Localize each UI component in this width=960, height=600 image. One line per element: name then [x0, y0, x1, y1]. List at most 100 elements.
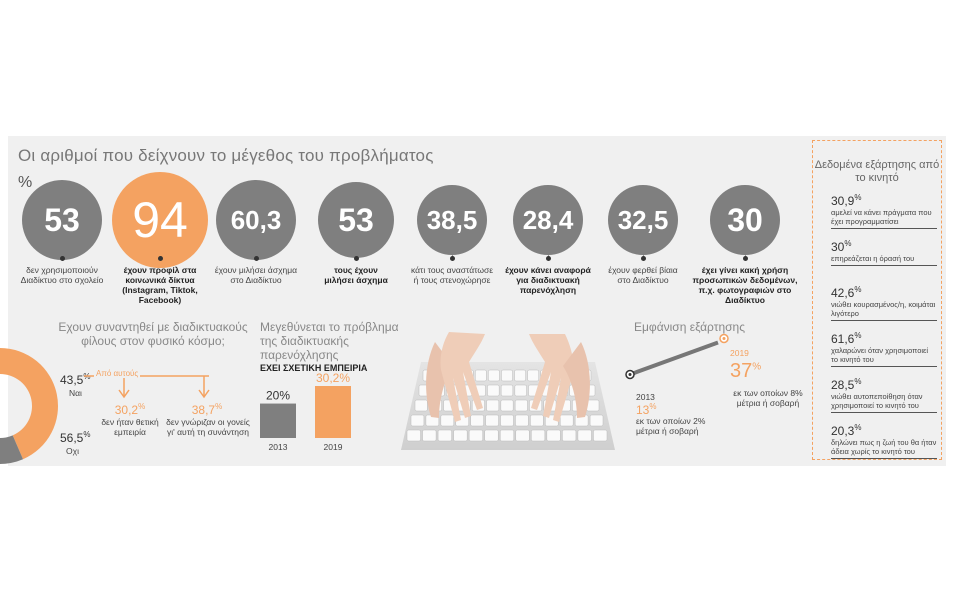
- pie-sub-2: 38,7%: [191, 402, 223, 417]
- sidebar-stat-value: 30%: [831, 239, 852, 254]
- keyboard-key: [475, 369, 487, 382]
- sidebar-stat-label: νιώθει κουρασμένος/η, κοιμάται λιγότερο: [831, 300, 937, 321]
- pie-yes-label: Ναι: [69, 388, 82, 398]
- bubble-label: δεν χρησιμοποιούν Διαδίκτυο στο σχολείο: [20, 265, 104, 285]
- bubble-dot: [157, 256, 163, 261]
- keyboard-key: [546, 429, 561, 442]
- trend-point-center: [628, 373, 632, 376]
- keyboard-key: [593, 429, 608, 442]
- keyboard-key: [530, 414, 544, 427]
- pie-no-label: Οχι: [66, 446, 79, 456]
- bubble-label: έχει γίνει κακή χρήση προσωπικών δεδομέν…: [692, 265, 798, 305]
- bar-chart: 20% 2013 30,2% 2019: [260, 372, 351, 452]
- bubble-dot: [545, 256, 551, 261]
- keyboard-key: [440, 414, 455, 427]
- keyboard-key: [514, 384, 527, 397]
- sidebar-stat: 42,6% νιώθει κουρασμένος/η, κοιμάται λιγό…: [831, 285, 937, 321]
- percent-symbol: %: [18, 174, 33, 191]
- keyboard-key: [514, 399, 528, 412]
- pie-title: Εχουν συναντηθεί με διαδικτυακούς φίλους…: [58, 320, 248, 348]
- keyboard-key: [562, 429, 577, 442]
- sidebar-stat-value: 42,6%: [831, 285, 862, 300]
- bar-value-label: 20%: [266, 389, 290, 403]
- sidebar-stat-value: 28,5%: [831, 377, 862, 392]
- keyboard-key: [468, 429, 483, 442]
- sidebar-stat-label: χαλαρώνει όταν χρησιμοποιεί το κινητό το…: [831, 346, 937, 367]
- bubble-label: έχουν κάνει αναφορά για διαδικτυακή παρε…: [505, 265, 591, 295]
- pie-slice: [0, 348, 59, 460]
- keyboard-key: [487, 384, 500, 397]
- keyboard-key: [406, 429, 421, 442]
- sidebar-stat: 30,9% αμελεί να κάνει πράγματα που έχει π…: [831, 193, 937, 229]
- bubble-label: έχουν φερθεί βίαια στο Διαδίκτυο: [608, 265, 678, 285]
- keyboard-key: [589, 414, 604, 427]
- sidebar-stat-label: αμελεί να κάνει πράγματα που έχει προγρα…: [831, 208, 937, 229]
- phone-dependence-sidebar: Δεδομένα εξάρτησης από το κινητό 30,9% αμ…: [812, 140, 942, 460]
- sidebar-title: Δεδομένα εξάρτησης από το κινητό: [814, 159, 940, 184]
- bar-category-label: 2013: [269, 442, 288, 452]
- bar-subtitle: ΕΧΕΙ ΣΧΕΤΙΚΗ ΕΜΠΕΙΡΙΑ: [260, 363, 368, 373]
- sidebar-stat-value: 61,6%: [831, 331, 862, 346]
- sidebar-stat-label: δηλώνει πως η ζωή του θα ήταν άδεια χωρί…: [831, 438, 937, 459]
- pie-sub-1-label: δεν ήταν θετική εμπειρία: [101, 417, 159, 437]
- sidebar-stat-label: νιώθει αυτοπεποίθηση όταν χρησιμοποιεί τ…: [831, 392, 937, 413]
- bar-title: Μεγεθύνεται το πρόβλημα της διαδικτυακής…: [260, 320, 399, 362]
- pie-sub-1: 30,2%: [114, 402, 146, 417]
- line-note-2019: εκ των οποίων 8% μέτρια ή σοβαρή: [733, 388, 803, 408]
- keyboard-key: [515, 414, 529, 427]
- sidebar-stat: 30% επηρεάζεται η όρασή του: [831, 239, 937, 266]
- line-value-2013: 13%: [636, 402, 657, 417]
- stat-bubble: 28,4: [513, 185, 583, 255]
- keyboard-key: [414, 399, 428, 412]
- keyboard-key: [485, 414, 499, 427]
- bubble-label: έχουν προφίλ στα κοινωνικά δίκτυα (Insta…: [122, 265, 198, 305]
- bubble-label: έχουν μιλήσει άσχημα στο Διαδίκτυο: [214, 265, 298, 285]
- bubble-dot: [253, 256, 259, 261]
- sidebar-stat: 61,6% χαλαρώνει όταν χρησιμοποιεί το κινη…: [831, 331, 937, 367]
- keyboard-key: [488, 369, 500, 382]
- bubble-dot: [640, 256, 646, 261]
- bubble-dot: [449, 256, 455, 261]
- line-title: Εμφάνιση εξάρτησης: [634, 320, 745, 334]
- line-value-2019: 37%: [730, 360, 762, 382]
- keyboard-key: [470, 414, 484, 427]
- sidebar-stat: 20,3% δηλώνει πως η ζωή του θα ήταν άδεια…: [831, 423, 937, 459]
- bar: [315, 386, 351, 438]
- infographic-title: Οι αριθμοί που δείχνουν το μέγεθος του π…: [18, 146, 434, 165]
- sidebar-stat-value: 30,9%: [831, 193, 862, 208]
- keyboard-key: [577, 429, 592, 442]
- stat-bubble: 32,5: [608, 185, 678, 255]
- bubble-dot: [742, 256, 748, 261]
- pie-chart: [0, 348, 59, 464]
- bubble-dot: [59, 256, 65, 261]
- stat-bubble: 60,3: [216, 180, 296, 260]
- stat-bubble: 38,5: [417, 185, 487, 255]
- bar: [260, 403, 296, 438]
- keyboard-key: [499, 429, 515, 442]
- keyboard-key: [515, 429, 530, 442]
- keyboard-key: [453, 429, 468, 442]
- pie-sub-label: Από αυτούς: [94, 369, 141, 378]
- keyboard-key: [501, 369, 513, 382]
- bar-category-label: 2019: [324, 442, 343, 452]
- stat-bubble: 30: [710, 185, 780, 255]
- stat-bubble: 53: [22, 180, 102, 260]
- pie-slice: [0, 435, 24, 464]
- pie-no-value: 56,5%: [60, 430, 91, 445]
- line-x-2013: 2013: [636, 392, 655, 402]
- laptop-keyboard-illustration: [401, 332, 615, 450]
- sidebar-stat-value: 20,3%: [831, 423, 862, 438]
- line-chart: [625, 333, 729, 380]
- keyboard-key: [486, 399, 500, 412]
- bar-value-label: 30,2%: [316, 372, 350, 385]
- trend-line: [629, 340, 719, 377]
- keyboard-key: [422, 429, 437, 442]
- bubble-dot: [353, 256, 359, 261]
- keyboard-key: [437, 429, 452, 442]
- sidebar-stat: 28,5% νιώθει αυτοπεποίθηση όταν χρησιμοπο…: [831, 377, 937, 413]
- keyboard-key: [500, 384, 514, 397]
- keyboard-key: [531, 429, 546, 442]
- keyboard-key: [500, 399, 514, 412]
- keyboard-key: [514, 369, 526, 382]
- keyboard-key: [484, 429, 499, 442]
